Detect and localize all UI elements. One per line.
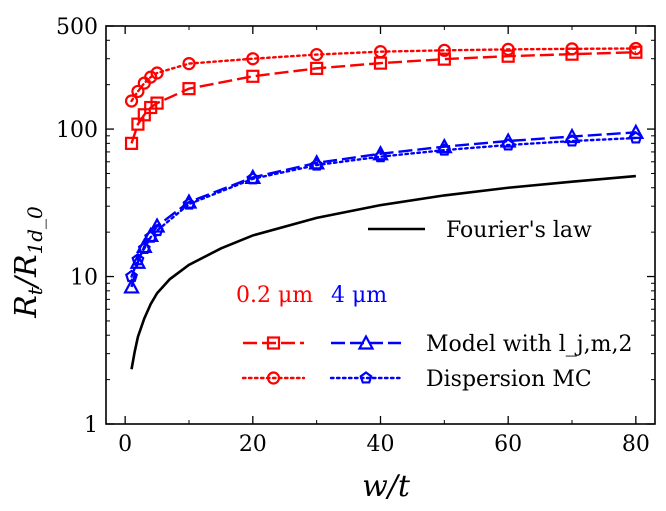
series-line (130, 51, 636, 144)
marker-pentagon (373, 149, 388, 163)
y-tick-label: 100 (56, 118, 98, 143)
series-r_model (124, 45, 643, 150)
marker-square (266, 336, 281, 350)
marker-circle (131, 84, 145, 99)
marker-triangle (148, 217, 166, 233)
y-tick-label: 500 (56, 15, 98, 40)
x-tick-label: 40 (367, 432, 395, 457)
marker-pentagon (501, 138, 515, 151)
y-tick-label: 10 (70, 266, 98, 291)
marker-circle (150, 66, 164, 80)
marker-triangle (563, 127, 581, 144)
legend-label: Dispersion MC (426, 367, 592, 392)
marker-circle (246, 52, 260, 66)
series-b_model (123, 123, 645, 294)
marker-square (629, 45, 643, 59)
series-r_mc (124, 41, 643, 108)
marker-square (246, 69, 260, 83)
marker-circle (182, 56, 196, 71)
marker-pentagon (359, 371, 373, 384)
marker-pentagon (131, 252, 145, 266)
x-axis-title: w/t (362, 469, 411, 504)
series-b_mc (125, 131, 643, 283)
marker-circle (124, 94, 139, 108)
marker-square (124, 136, 139, 150)
series-line (130, 136, 638, 278)
plot-marks (123, 41, 645, 370)
y-axis-title: Rt/R1d_0 (9, 206, 47, 319)
legend: 0.2 μm 4 μm Fourier's law Model with l_j,… (236, 218, 632, 392)
marker-triangle (123, 278, 140, 294)
marker-pentagon (629, 131, 643, 144)
marker-pentagon (182, 197, 196, 210)
legend-label: Fourier's law (446, 218, 592, 243)
marker-square (437, 52, 451, 66)
marker-circle (629, 41, 643, 56)
marker-square (310, 61, 324, 75)
marker-triangle (357, 334, 375, 350)
marker-circle (501, 42, 515, 56)
x-tick-label: 20 (239, 432, 267, 457)
marker-pentagon (246, 171, 260, 185)
marker-pentagon (565, 134, 579, 147)
legend-group-red: 0.2 μm (236, 283, 313, 308)
x-tick-label: 60 (494, 432, 522, 457)
marker-circle (373, 45, 388, 59)
series-line (130, 47, 638, 103)
x-tick-label: 80 (622, 432, 650, 457)
marker-square (182, 82, 196, 96)
marker-circle (310, 47, 324, 62)
marker-pentagon (310, 158, 324, 171)
marker-pentagon (137, 241, 151, 255)
axis-ticks: 0 20 40 60 80 1 10 100 500 (56, 15, 655, 457)
y-tick-label: 1 (84, 413, 98, 438)
marker-square (501, 49, 515, 63)
x-tick-label: 0 (118, 432, 132, 457)
marker-circle (266, 371, 281, 385)
series-fourier (130, 174, 636, 370)
series-line (130, 174, 636, 370)
legend-group-blue: 4 μm (331, 283, 387, 308)
marker-pentagon (125, 269, 139, 283)
marker-circle (437, 43, 451, 57)
marker-pentagon (150, 223, 164, 237)
marker-circle (565, 42, 579, 56)
marker-pentagon (437, 143, 451, 156)
legend-label: Model with l_j,m,2 (426, 332, 632, 357)
marker-square (150, 96, 164, 110)
